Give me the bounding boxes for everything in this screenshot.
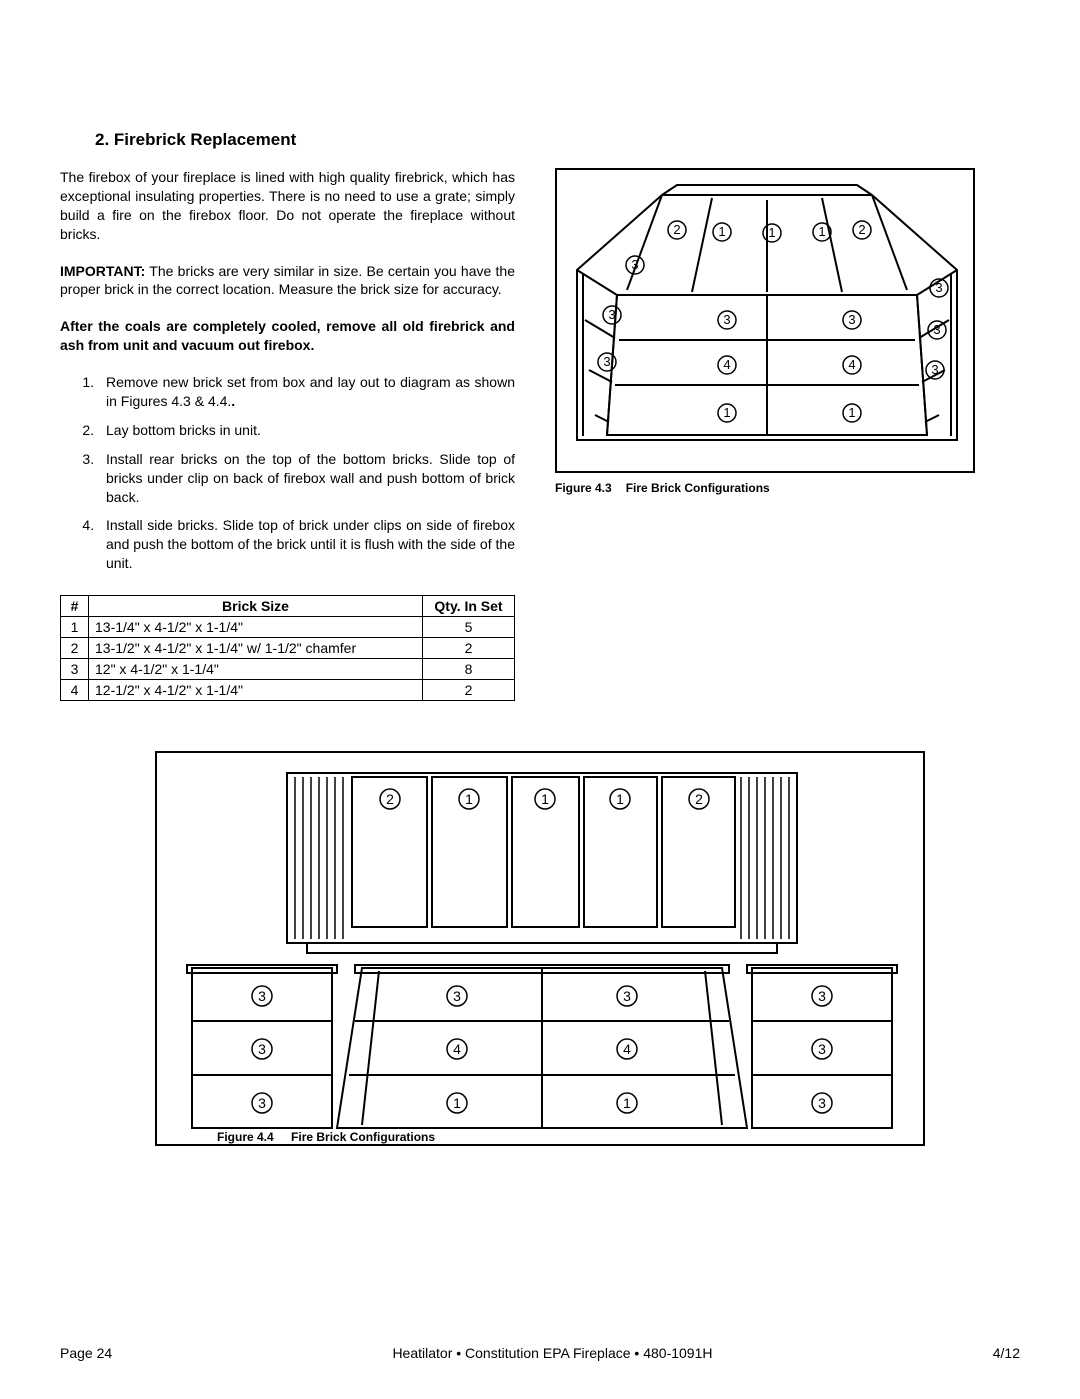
th-size: Brick Size <box>89 596 423 617</box>
svg-text:3: 3 <box>848 312 855 327</box>
svg-text:3: 3 <box>935 280 942 295</box>
footer-center: Heatilator • Constitution EPA Fireplace … <box>112 1345 993 1361</box>
figure-4-4-diagram: 2 1 1 1 2 3 3 3 3 3 3 3 3 4 4 1 1 Figure… <box>155 751 925 1146</box>
svg-text:1: 1 <box>623 1095 631 1111</box>
th-qty: Qty. In Set <box>423 596 515 617</box>
footer-date: 4/12 <box>993 1345 1020 1361</box>
svg-text:1: 1 <box>723 405 730 420</box>
table-row: 1 13-1/4" x 4-1/2" x 1-1/4" 5 <box>61 617 515 638</box>
svg-text:1: 1 <box>453 1095 461 1111</box>
svg-text:4: 4 <box>623 1041 631 1057</box>
section-heading: 2. Firebrick Replacement <box>95 130 1020 150</box>
svg-text:3: 3 <box>723 312 730 327</box>
figure-4-3-diagram: 2 1 1 1 2 3 3 3 3 3 3 3 3 4 <box>555 168 975 473</box>
important-label: IMPORTANT: <box>60 263 145 279</box>
svg-text:1: 1 <box>718 224 725 239</box>
figure-4-4-text: Fire Brick Configurations <box>291 1130 435 1144</box>
svg-text:3: 3 <box>818 988 826 1004</box>
svg-text:3: 3 <box>258 988 266 1004</box>
right-column: 2 1 1 1 2 3 3 3 3 3 3 3 3 4 <box>555 168 1020 701</box>
svg-text:3: 3 <box>258 1041 266 1057</box>
brick-size-table: # Brick Size Qty. In Set 1 13-1/4" x 4-1… <box>60 595 515 701</box>
steps-list: Remove new brick set from box and lay ou… <box>98 373 515 573</box>
svg-text:2: 2 <box>858 222 865 237</box>
svg-text:1: 1 <box>465 791 473 807</box>
svg-text:3: 3 <box>608 307 615 322</box>
table-row: 3 12" x 4-1/2" x 1-1/4" 8 <box>61 659 515 680</box>
after-coals-paragraph: After the coals are completely cooled, r… <box>60 317 515 355</box>
svg-text:3: 3 <box>933 322 940 337</box>
important-paragraph: IMPORTANT: The bricks are very similar i… <box>60 262 515 300</box>
svg-text:3: 3 <box>258 1095 266 1111</box>
svg-text:4: 4 <box>723 357 730 372</box>
footer-page: Page 24 <box>60 1345 112 1361</box>
figure-4-3-caption: Figure 4.3Fire Brick Configurations <box>555 481 1020 495</box>
svg-text:3: 3 <box>818 1095 826 1111</box>
svg-text:2: 2 <box>673 222 680 237</box>
svg-text:1: 1 <box>768 225 775 240</box>
step-item: Install rear bricks on the top of the bo… <box>98 450 515 507</box>
content-columns: The firebox of your fireplace is lined w… <box>60 168 1020 701</box>
svg-text:Figure 4.4 Fire Brick Co: Figure 4.4 Fire Brick Configurations <box>217 1130 435 1144</box>
svg-text:3: 3 <box>603 354 610 369</box>
svg-text:3: 3 <box>931 362 938 377</box>
svg-text:2: 2 <box>695 791 703 807</box>
step-item: Install side bricks. Slide top of brick … <box>98 516 515 573</box>
svg-text:1: 1 <box>541 791 549 807</box>
figure-4-4-label: Figure 4.4 <box>217 1130 274 1144</box>
left-column: The firebox of your fireplace is lined w… <box>60 168 515 701</box>
svg-text:2: 2 <box>386 791 394 807</box>
svg-text:3: 3 <box>623 988 631 1004</box>
step-item: Remove new brick set from box and lay ou… <box>98 373 515 411</box>
step-item: Lay bottom bricks in unit. <box>98 421 515 440</box>
table-row: 2 13-1/2" x 4-1/2" x 1-1/4" w/ 1-1/2" ch… <box>61 638 515 659</box>
intro-paragraph: The firebox of your fireplace is lined w… <box>60 168 515 244</box>
table-row: 4 12-1/2" x 4-1/2" x 1-1/4" 2 <box>61 680 515 701</box>
svg-text:3: 3 <box>453 988 461 1004</box>
svg-text:3: 3 <box>818 1041 826 1057</box>
svg-text:4: 4 <box>453 1041 461 1057</box>
svg-text:3: 3 <box>631 257 638 272</box>
th-num: # <box>61 596 89 617</box>
page-footer: Page 24 Heatilator • Constitution EPA Fi… <box>60 1345 1020 1361</box>
svg-text:1: 1 <box>848 405 855 420</box>
svg-text:1: 1 <box>616 791 624 807</box>
svg-text:1: 1 <box>818 224 825 239</box>
svg-text:4: 4 <box>848 357 855 372</box>
